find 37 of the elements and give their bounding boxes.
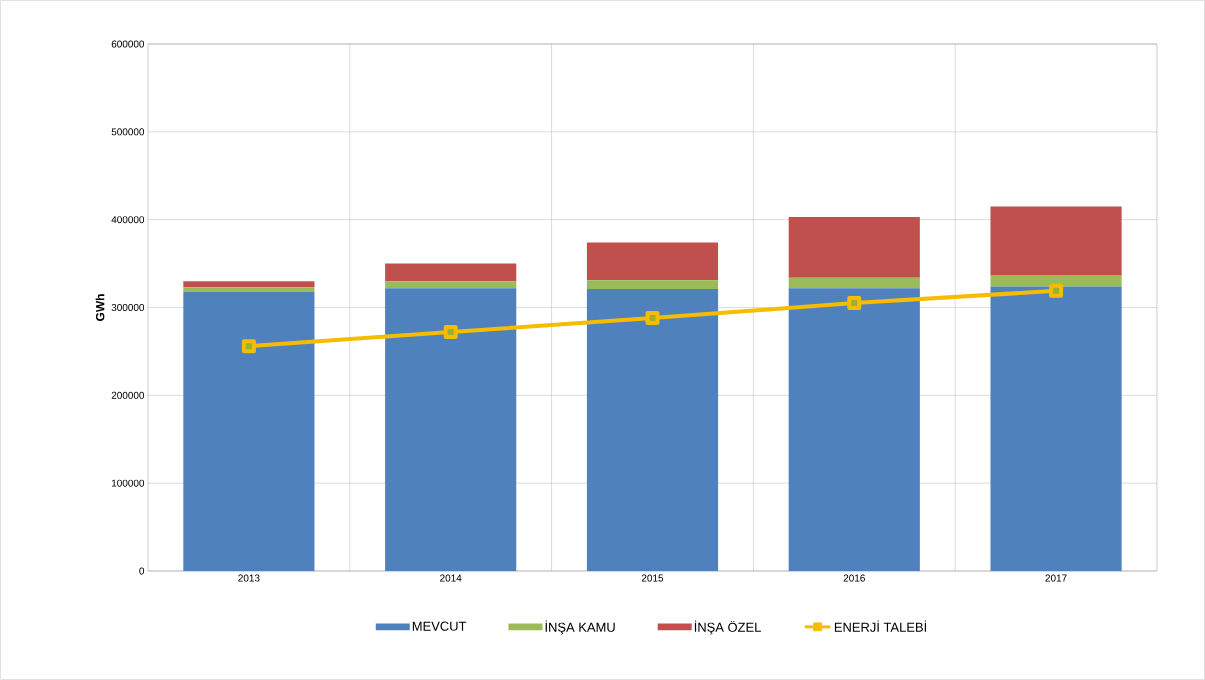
x-tick-label: 2016 (843, 574, 865, 582)
bar (990, 206, 1122, 275)
bar (385, 281, 517, 289)
x-tick-label: 2015 (641, 574, 664, 582)
point (241, 339, 256, 354)
bar (788, 277, 920, 289)
y-tick-label: 200000 (111, 391, 145, 399)
bar (788, 217, 920, 278)
point (443, 325, 458, 340)
y-tick-label: 0 (139, 567, 145, 575)
bar (385, 288, 517, 571)
point (645, 311, 660, 326)
y-tick-label: 600000 (111, 40, 145, 48)
bar (183, 281, 315, 288)
legend-label: İNŞA ÖZEL (694, 620, 761, 635)
y-tick-label: 400000 (111, 216, 145, 224)
bar (385, 263, 517, 282)
legend-label: MEVCUT (412, 621, 467, 631)
y-tick-label: 100000 (112, 479, 145, 487)
bar (586, 242, 719, 281)
x-tick-label: 2017 (1045, 574, 1067, 582)
point (1049, 283, 1064, 298)
bar (788, 288, 920, 571)
bar (990, 286, 1122, 571)
bar (586, 289, 719, 571)
x-tick-label: 2013 (238, 574, 260, 582)
y-axis-title: GWh (95, 294, 105, 321)
y-tick-label: 500000 (111, 128, 145, 136)
bar (183, 287, 315, 292)
bar (990, 275, 1122, 287)
bar (183, 291, 315, 571)
x-tick-label: 2014 (440, 574, 462, 582)
legend-label: ENERJİ TALEBİ (834, 620, 926, 632)
point (847, 296, 862, 311)
bar (586, 280, 719, 290)
legend-label: İNŞA KAMU (545, 620, 615, 635)
y-tick-label: 300000 (111, 303, 145, 312)
